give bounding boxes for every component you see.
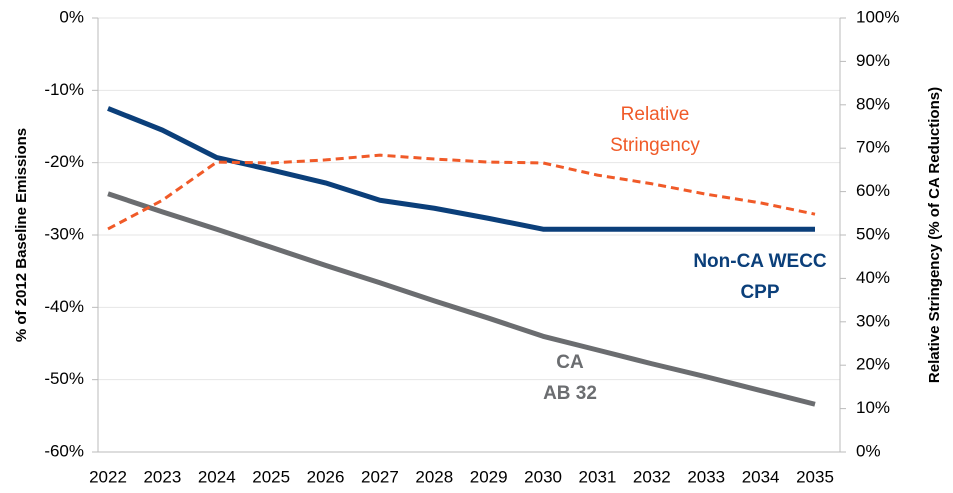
x-tick-label: 2022 — [89, 467, 127, 486]
y2-tick-label: 70% — [856, 138, 890, 157]
y2-tick-label: 20% — [856, 355, 890, 374]
x-tick-label: 2024 — [198, 467, 236, 486]
x-tick-label: 2034 — [742, 467, 780, 486]
y-tick-label: -50% — [44, 369, 84, 388]
series-label: CA — [556, 352, 584, 373]
line — [107, 153, 816, 231]
y2-tick-label: 10% — [856, 398, 890, 417]
x-tick-label: 2026 — [307, 467, 345, 486]
y-tick-label: -20% — [44, 152, 84, 171]
x-tick-label: 2027 — [361, 467, 399, 486]
x-tick-label: 2028 — [415, 467, 453, 486]
y2-axis-label: Relative Stringency (% of CA Reductions) — [926, 87, 943, 383]
y-tick-label: -30% — [44, 224, 84, 243]
series-label: Non-CA WECC — [693, 251, 827, 272]
y-tick-label: -10% — [44, 80, 84, 99]
y2-tick-label: 50% — [856, 224, 890, 243]
x-tick-label: 2033 — [687, 467, 725, 486]
y2-tick-label: 100% — [856, 7, 899, 26]
y2-tick-label: 60% — [856, 181, 890, 200]
x-tick-label: 2029 — [470, 467, 508, 486]
y2-tick-label: 80% — [856, 94, 890, 113]
y-axis-label: % of 2012 Baseline Emissions — [13, 128, 30, 342]
series-label: Relative — [621, 104, 690, 125]
series-label: Stringency — [610, 135, 700, 156]
y-tick-label: -60% — [44, 441, 84, 460]
y2-tick-label: 90% — [856, 51, 890, 70]
y2-tick-label: 30% — [856, 311, 890, 330]
y2-tick-label: 0% — [856, 441, 881, 460]
x-tick-label: 2025 — [252, 467, 290, 486]
x-tick-label: 2030 — [524, 467, 562, 486]
x-tick-label: 2031 — [579, 467, 617, 486]
line — [107, 106, 815, 232]
y-tick-label: -40% — [44, 297, 84, 316]
x-tick-label: 2035 — [796, 467, 834, 486]
x-tick-label: 2023 — [143, 467, 181, 486]
series-label: AB 32 — [543, 383, 597, 404]
y-tick-label: 0% — [59, 7, 84, 26]
line — [107, 191, 816, 407]
y2-tick-label: 40% — [856, 268, 890, 287]
series-label: CPP — [740, 282, 779, 303]
x-tick-label: 2032 — [633, 467, 671, 486]
